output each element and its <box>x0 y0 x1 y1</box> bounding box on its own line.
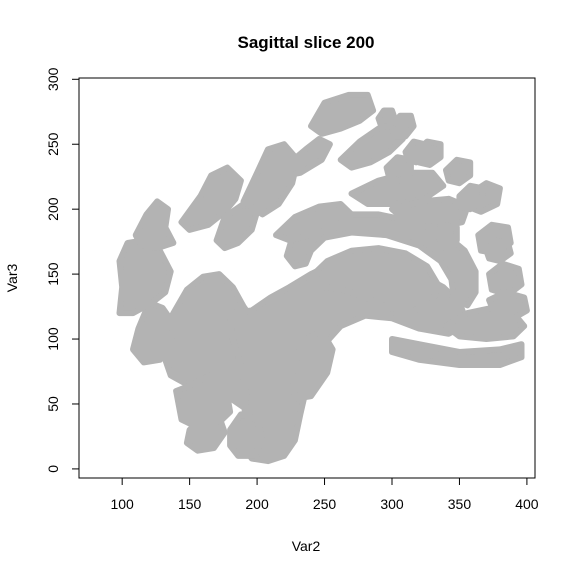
y-tick-label: 200 <box>45 197 61 221</box>
y-tick-label: 250 <box>45 132 61 156</box>
x-tick-label: 400 <box>515 496 539 512</box>
region-thalamus <box>310 245 441 314</box>
region-parietal-gyrus-1 <box>178 164 244 233</box>
x-tick-label: 250 <box>313 496 337 512</box>
region-frontal-pole-c <box>486 260 525 298</box>
y-tick-label: 300 <box>45 67 61 91</box>
y-axis: 0 50 100 150 200 250 300 <box>45 67 80 473</box>
region-occipital-upper-lobe <box>132 198 177 252</box>
region-temporal-lobe <box>389 336 525 368</box>
y-tick-label: 100 <box>45 327 61 351</box>
region-gyrus-small-5 <box>402 138 428 166</box>
x-tick-label: 150 <box>178 496 202 512</box>
brain-regions <box>116 91 530 465</box>
y-axis-label: Var3 <box>4 264 20 293</box>
y-tick-label: 150 <box>45 262 61 286</box>
region-corpus-callosum <box>283 211 479 309</box>
y-tick-label: 50 <box>45 396 61 412</box>
region-orbital-small <box>486 289 530 322</box>
region-gyrus-small-4 <box>389 112 417 140</box>
x-tick-label: 350 <box>448 496 472 512</box>
region-gyrus-small-8 <box>375 107 398 130</box>
region-parietal-gyrus-2 <box>213 201 261 252</box>
region-frontal-gyrus-4 <box>389 195 471 231</box>
region-parietal-gyrus-4 <box>273 201 355 244</box>
y-tick-label: 0 <box>45 465 61 473</box>
x-axis: 100 150 200 250 300 350 400 <box>110 477 539 512</box>
region-brainstem-side <box>289 328 336 402</box>
x-tick-label: 100 <box>110 496 134 512</box>
x-tick-label: 200 <box>245 496 269 512</box>
region-occipital-front-lobe <box>116 237 174 317</box>
region-gyrus-small-1 <box>383 154 414 184</box>
region-cingulate-upper <box>281 136 333 179</box>
region-cerebellum-bottom-a <box>183 414 228 454</box>
region-gyrus-small-6 <box>456 182 487 213</box>
region-gyrus-small-3 <box>443 156 474 187</box>
x-tick-label: 300 <box>380 496 404 512</box>
region-cerebellum-bottom-b <box>227 411 266 459</box>
region-gyrus-small-9 <box>483 237 514 265</box>
region-parietal-gyrus-3 <box>240 141 301 218</box>
region-frontal-gyrus-1 <box>308 91 377 137</box>
chart-title: Sagittal slice 200 <box>237 33 374 52</box>
x-axis-label: Var2 <box>292 538 321 554</box>
region-gyrus-small-7 <box>429 221 460 252</box>
